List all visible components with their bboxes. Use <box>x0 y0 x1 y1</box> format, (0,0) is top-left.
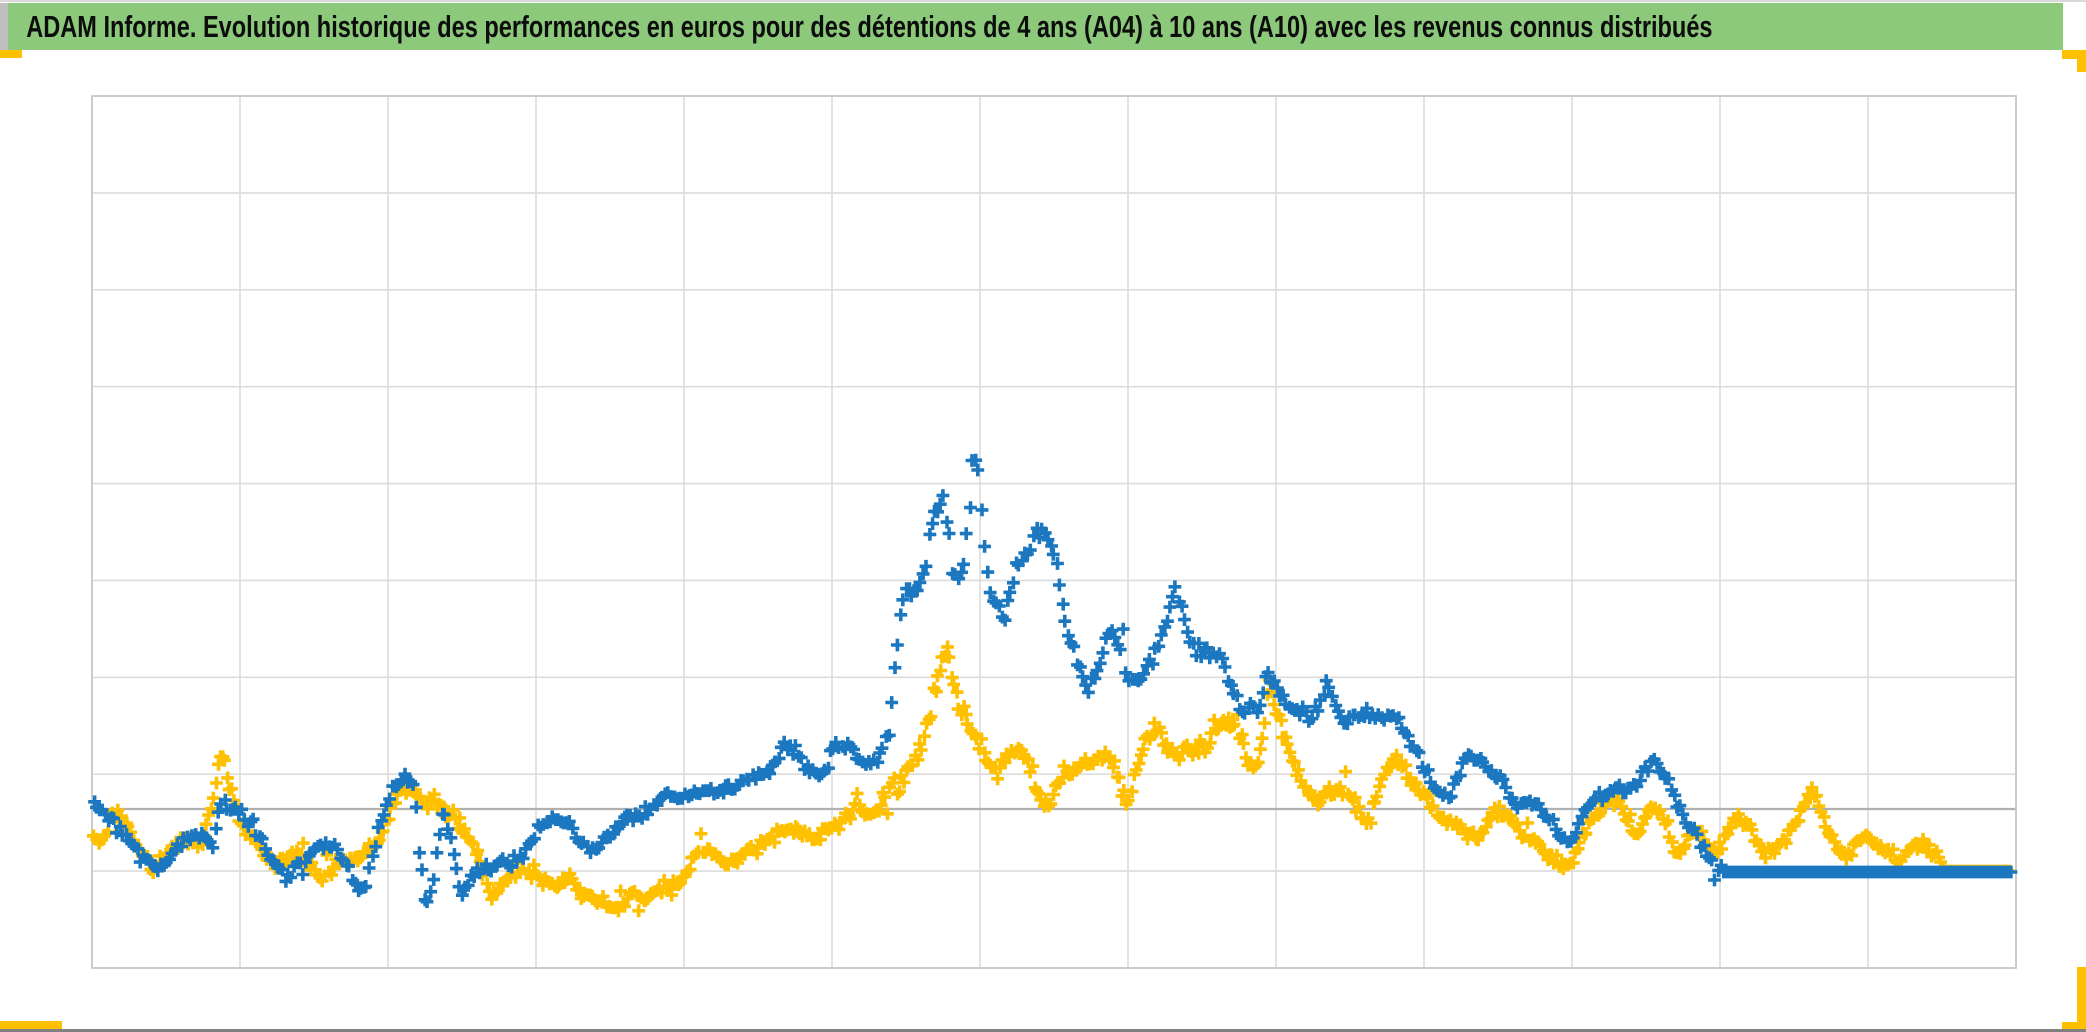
title-bar: ADAM Informe. Evolution historique des p… <box>8 3 2063 50</box>
corner-accent-bottom-right-horizontal <box>2062 1022 2086 1032</box>
corner-accent-top-right-vertical <box>2077 50 2086 72</box>
series-blue <box>88 453 2018 909</box>
corner-accent-bottom-left <box>0 1021 62 1031</box>
top-edge-hairline <box>0 0 2086 2</box>
page-title: ADAM Informe. Evolution historique des p… <box>26 8 1713 44</box>
corner-accent-top-right-horizontal <box>2062 50 2086 59</box>
plot-border <box>91 95 2017 969</box>
bottom-edge-bar <box>0 1029 2086 1032</box>
corner-accent-top-left <box>0 50 22 58</box>
title-left-edge <box>0 3 8 50</box>
corner-accent-bottom-right-vertical <box>2077 967 2086 1032</box>
